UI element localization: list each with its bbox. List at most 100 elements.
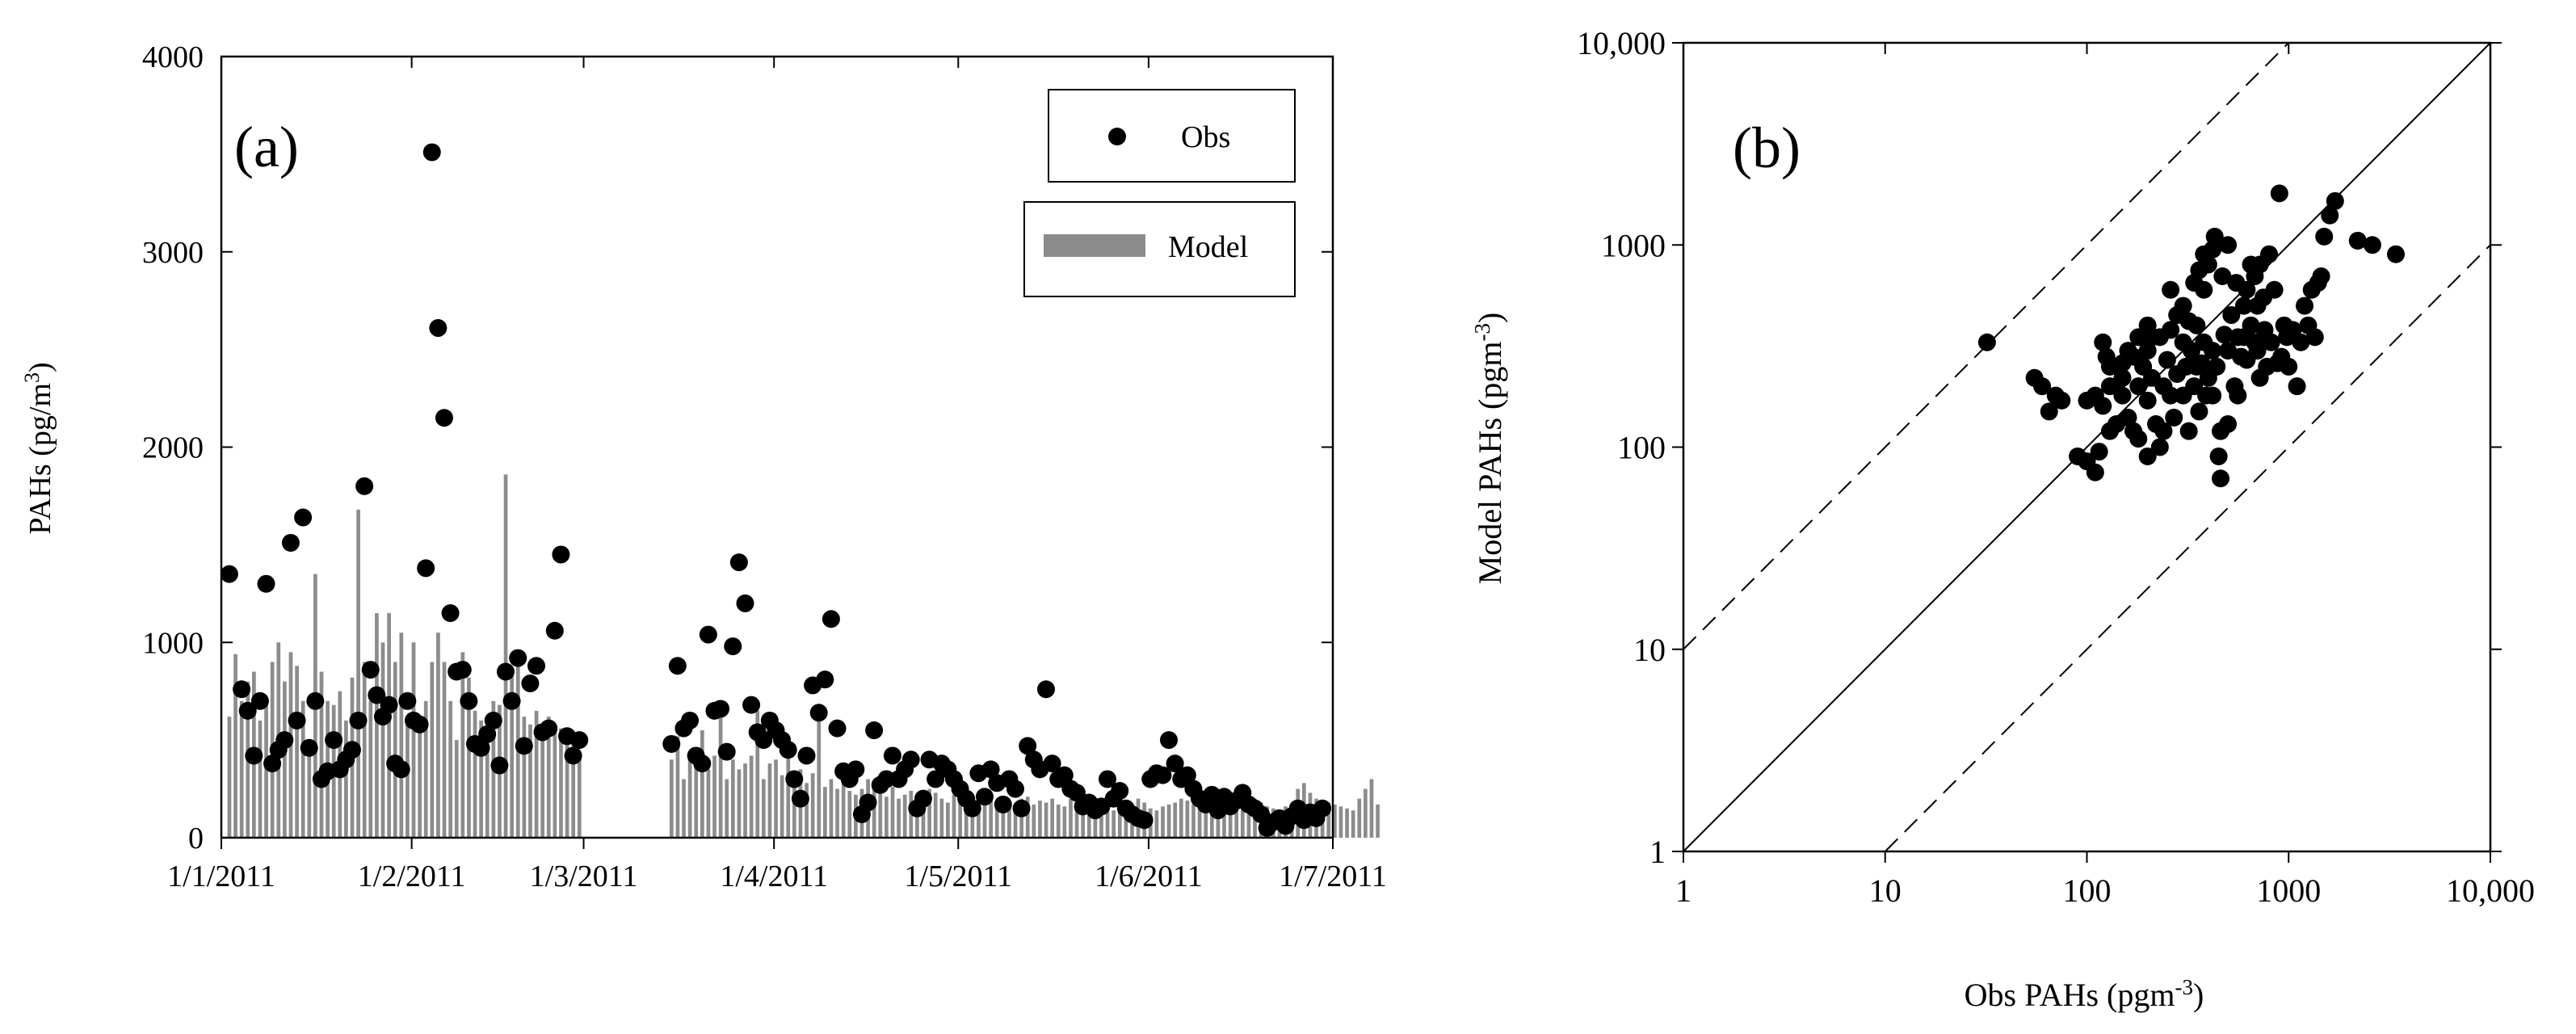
obs-point bbox=[453, 661, 472, 679]
obs-point bbox=[540, 719, 558, 738]
model-bar bbox=[682, 779, 686, 838]
scatter-point bbox=[2100, 377, 2119, 396]
obs-point bbox=[681, 711, 700, 729]
model-bar bbox=[1056, 804, 1061, 838]
panel-b-x-axis-label: Obs PAHs (pgm-3) bbox=[1965, 975, 2204, 1013]
model-bar bbox=[522, 717, 527, 838]
scatter-point bbox=[2179, 312, 2198, 330]
model-bar bbox=[1333, 804, 1337, 838]
scatter-point bbox=[2185, 377, 2204, 396]
scatter-point bbox=[2227, 274, 2246, 292]
y-tick-label: 10,000 bbox=[1577, 25, 1666, 61]
scatter-point bbox=[2238, 351, 2256, 369]
obs-point bbox=[380, 696, 398, 714]
obs-point bbox=[693, 754, 712, 773]
model-bar bbox=[448, 700, 452, 838]
obs-point bbox=[699, 625, 717, 644]
scatter-point bbox=[2113, 354, 2132, 372]
obs-point bbox=[257, 574, 275, 593]
scatter-point bbox=[2288, 377, 2306, 396]
obs-points bbox=[220, 143, 1332, 837]
model-bar bbox=[559, 728, 563, 838]
obs-point bbox=[1111, 781, 1129, 800]
model-bar bbox=[436, 633, 440, 838]
obs-point bbox=[1012, 799, 1031, 818]
model-bar bbox=[718, 710, 723, 838]
obs-point bbox=[441, 603, 460, 622]
model-bar bbox=[730, 759, 735, 838]
obs-point bbox=[1160, 731, 1179, 750]
obs-point bbox=[724, 637, 742, 656]
scatter-point bbox=[2129, 430, 2148, 448]
scatter-point bbox=[2100, 422, 2119, 440]
scatter-point bbox=[2090, 443, 2108, 461]
obs-point bbox=[668, 657, 687, 675]
obs-point bbox=[1019, 737, 1037, 755]
model-bar bbox=[399, 633, 404, 838]
scatter-point bbox=[2086, 463, 2104, 481]
scatter-point bbox=[2129, 328, 2148, 347]
scatter-point bbox=[2129, 377, 2148, 396]
model-bar bbox=[1161, 806, 1165, 838]
model-bar bbox=[1044, 802, 1048, 838]
panel-a-label: (a) bbox=[234, 115, 299, 179]
panel-b-label: (b) bbox=[1733, 116, 1801, 180]
obs-point bbox=[263, 754, 282, 773]
obs-point bbox=[742, 696, 761, 714]
x-tick-label: 1/2/2011 bbox=[358, 860, 466, 893]
scatter-point bbox=[2213, 267, 2232, 286]
model-bar bbox=[1216, 806, 1221, 838]
model-bars bbox=[227, 474, 1380, 838]
obs-point bbox=[342, 741, 361, 759]
model-bar bbox=[1124, 804, 1128, 838]
model-bar bbox=[467, 677, 471, 838]
obs-point bbox=[847, 760, 865, 779]
model-bar bbox=[319, 671, 324, 838]
model-bar bbox=[1112, 810, 1116, 838]
obs-point bbox=[994, 795, 1012, 813]
scatter-point bbox=[2219, 236, 2238, 254]
reference-lines bbox=[1683, 42, 2491, 852]
model-bar bbox=[1338, 806, 1343, 838]
obs-point bbox=[460, 691, 478, 710]
obs-point bbox=[545, 621, 564, 640]
scatter-point bbox=[2312, 267, 2330, 286]
model-bar bbox=[1001, 804, 1006, 838]
model-bar bbox=[841, 783, 846, 838]
obs-point bbox=[1067, 784, 1086, 802]
model-bar bbox=[835, 788, 839, 838]
model-bar bbox=[1369, 779, 1374, 838]
obs-point bbox=[552, 545, 570, 564]
model-bar bbox=[540, 736, 545, 838]
model-bar bbox=[970, 801, 975, 838]
obs-point bbox=[1055, 766, 1074, 784]
model-bar bbox=[1032, 804, 1036, 838]
model-bar bbox=[700, 730, 704, 838]
x-tick-label: 1/6/2011 bbox=[1095, 860, 1203, 893]
scatter-point bbox=[1977, 333, 1996, 351]
obs-point bbox=[797, 746, 816, 765]
obs-point bbox=[294, 508, 313, 527]
model-bar bbox=[418, 730, 422, 838]
obs-point bbox=[877, 770, 896, 788]
scatter-point bbox=[2248, 296, 2267, 315]
obs-point bbox=[220, 565, 238, 583]
model-bar bbox=[897, 798, 901, 838]
obs-point bbox=[859, 793, 877, 812]
obs-point bbox=[288, 711, 306, 729]
y-tick-label: 4000 bbox=[142, 40, 204, 74]
obs-point bbox=[712, 700, 730, 718]
x-tick-label: 1/3/2011 bbox=[530, 860, 638, 893]
model-bar bbox=[1038, 801, 1042, 838]
model-bar bbox=[473, 710, 477, 838]
model-bar bbox=[344, 720, 348, 838]
model-bar bbox=[534, 710, 539, 838]
model-bar bbox=[743, 763, 747, 838]
scatter-point bbox=[2154, 422, 2173, 440]
model-bar bbox=[423, 700, 428, 838]
obs-point bbox=[325, 731, 343, 750]
model-bar bbox=[577, 759, 582, 838]
obs-point bbox=[822, 610, 840, 628]
model-bar bbox=[933, 792, 938, 838]
panel-a-x-ticks: 1/1/2011 1/2/2011 1/3/2011 1/4/2011 1/5/2011… bbox=[167, 57, 1387, 893]
